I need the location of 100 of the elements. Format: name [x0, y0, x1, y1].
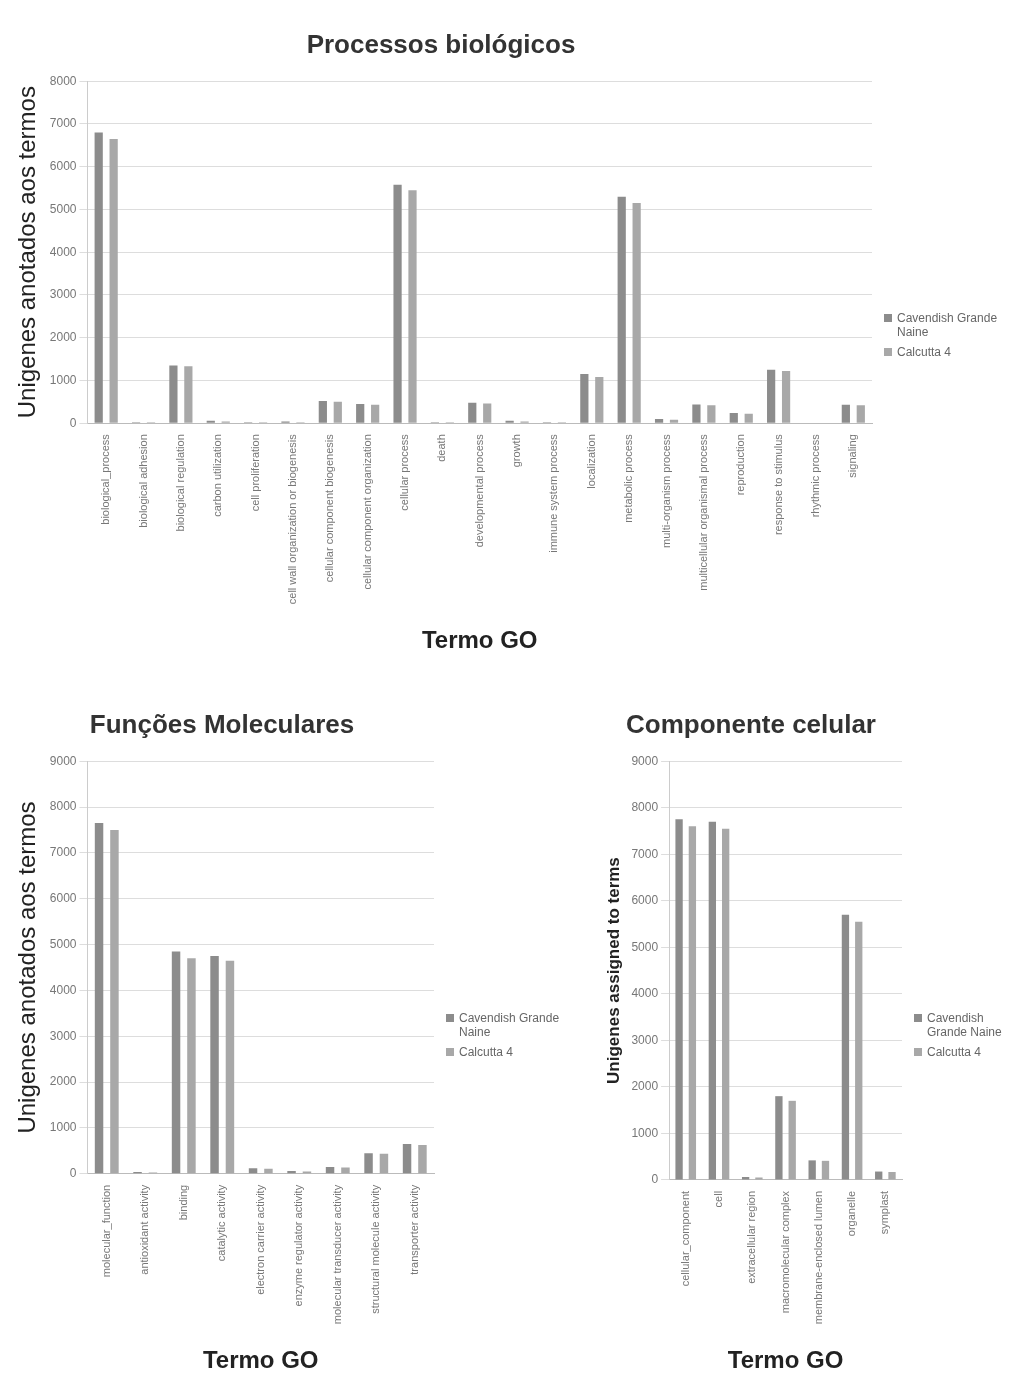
y-axis-title: Unigenes assigned to terms: [603, 857, 623, 1084]
bar: [856, 405, 865, 423]
y-axis-title: Unigenes anotados aos termos: [13, 801, 41, 1134]
bar: [580, 374, 589, 423]
bar: [364, 1153, 373, 1174]
y-tick-label: 0: [651, 1172, 659, 1187]
legend-label: Cavendish Grande Naine: [897, 311, 999, 339]
y-tick-label: 8000: [49, 799, 77, 814]
y-tick-label: 0: [69, 415, 77, 430]
bar: [708, 821, 717, 1180]
bar: [184, 366, 193, 423]
y-tick-label: 2000: [49, 330, 77, 345]
bar: [287, 1171, 296, 1174]
bar: [654, 418, 664, 423]
legend-label: Cavendish Grande Naine: [459, 1011, 561, 1039]
legend-label: Cavendish Grande Naine: [927, 1011, 1003, 1039]
x-tick-label: reproduction: [734, 434, 747, 496]
x-tick-label: developmental process: [472, 433, 485, 548]
bar: [402, 1144, 412, 1174]
bar: [169, 365, 178, 423]
legend-label: Calcutta 4: [459, 1045, 514, 1059]
bar: [744, 413, 753, 423]
bar: [225, 960, 235, 1174]
x-tick-label: electron carrier activity: [253, 1184, 266, 1295]
bar: [94, 823, 104, 1174]
y-tick-label: 7000: [631, 846, 659, 861]
y-axis-title: Unigenes anotados aos termos: [13, 86, 41, 419]
x-tick-label: biological adhesion: [136, 434, 149, 528]
x-tick-label: organelle: [845, 1190, 858, 1237]
x-tick-label: rhythmic process: [809, 433, 821, 518]
x-tick-label: localization: [584, 434, 597, 489]
x-tick-label: cellular_component: [678, 1190, 691, 1287]
x-tick-label: cell proliferation: [248, 434, 261, 512]
x-tick-label: death: [435, 434, 448, 462]
legend-label: Calcutta 4: [927, 1045, 982, 1059]
x-tick-label: multicellular organismal process: [696, 433, 709, 591]
bar: [781, 371, 791, 423]
x-tick-label: cell: [712, 1190, 725, 1208]
bar: [333, 401, 342, 423]
x-tick-label: enzyme regulator activity: [292, 1184, 305, 1307]
bar: [468, 402, 477, 423]
bar: [483, 403, 492, 423]
y-tick-label: 1000: [49, 372, 77, 387]
bar: [264, 1168, 273, 1174]
bar: [775, 1096, 783, 1180]
bar: [393, 184, 402, 423]
x-tick-label: response to stimulus: [771, 433, 784, 536]
x-tick-label: biological_process: [99, 433, 112, 525]
y-tick-label: 6000: [631, 893, 659, 908]
bar: [371, 404, 380, 423]
x-axis-title: Termo GO: [727, 1346, 844, 1374]
y-tick-label: 6000: [49, 159, 77, 174]
y-tick-label: 4000: [631, 986, 659, 1001]
bar: [206, 420, 215, 423]
y-tick-label: 1000: [631, 1125, 659, 1140]
bar: [248, 1168, 258, 1174]
bar: [505, 420, 514, 423]
bar: [341, 1167, 350, 1174]
y-tick-label: 3000: [49, 1028, 77, 1043]
x-tick-label: cellular component organization: [360, 434, 373, 590]
bar: [821, 1160, 830, 1180]
y-tick-label: 4000: [49, 982, 77, 997]
x-tick-label: symplast: [878, 1190, 891, 1235]
y-tick-label: 5000: [49, 201, 77, 216]
x-tick-label: molecular transducer activity: [330, 1184, 343, 1325]
y-tick-label: 1000: [49, 1120, 77, 1135]
x-tick-label: macromolecular complex: [778, 1190, 791, 1314]
x-tick-label: antioxidant activity: [138, 1184, 151, 1275]
x-tick-label: membrane-enclosed lumen: [811, 1190, 824, 1325]
x-tick-label: immune system process: [547, 433, 560, 553]
chart-title: Componente celular: [626, 708, 876, 739]
x-tick-label: extracellular region: [745, 1190, 758, 1284]
bar: [788, 1100, 796, 1180]
y-tick-label: 2000: [49, 1074, 77, 1089]
y-tick-label: 7000: [49, 116, 77, 131]
x-tick-label: growth: [510, 434, 523, 468]
x-tick-label: binding: [176, 1184, 189, 1221]
y-tick-label: 4000: [49, 244, 77, 259]
bar: [707, 405, 716, 423]
y-tick-label: 5000: [631, 939, 659, 954]
x-axis-title: Termo GO: [202, 1346, 319, 1374]
bar: [408, 190, 417, 423]
bar: [617, 196, 626, 423]
x-tick-label: catalytic activity: [215, 1184, 228, 1262]
bar: [669, 419, 679, 423]
x-tick-label: signaling: [846, 434, 859, 478]
legend-label: Calcutta 4: [897, 345, 952, 359]
y-tick-label: 9000: [49, 753, 77, 768]
y-tick-label: 3000: [631, 1032, 659, 1047]
bar: [675, 819, 683, 1180]
bar: [767, 369, 776, 423]
x-tick-label: cell wall organization or biogenesis: [285, 433, 298, 605]
bar: [356, 403, 365, 423]
y-tick-label: 5000: [49, 936, 77, 951]
y-tick-label: 3000: [49, 287, 77, 302]
y-tick-label: 9000: [631, 753, 659, 768]
bar: [110, 829, 119, 1174]
y-tick-label: 6000: [49, 891, 77, 906]
bar: [722, 828, 730, 1180]
bar: [729, 412, 738, 423]
